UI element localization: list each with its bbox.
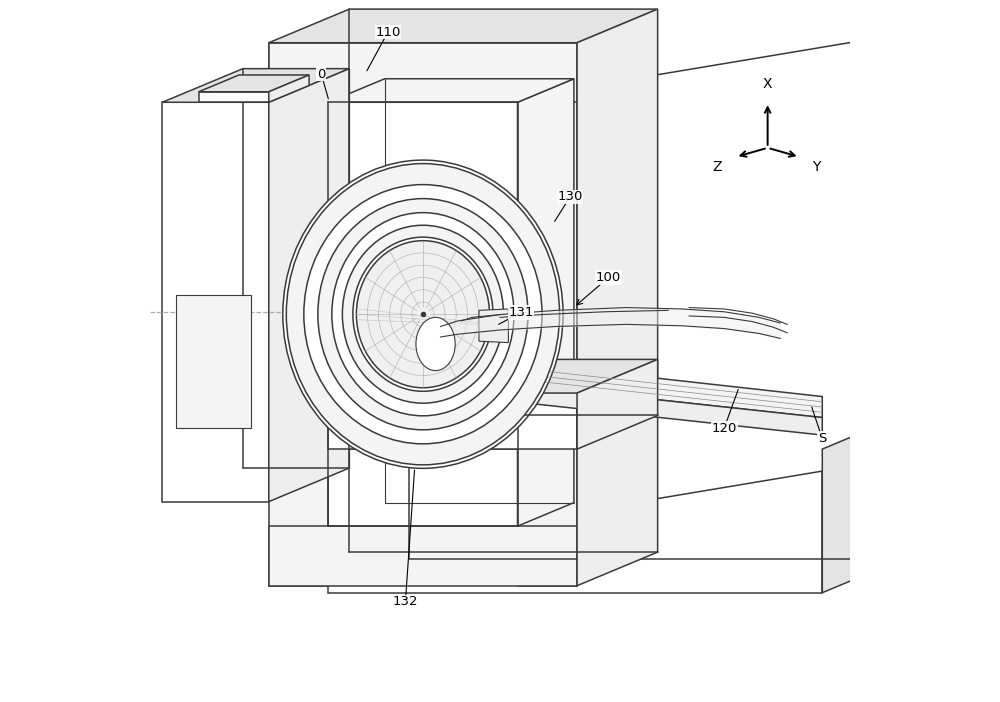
Polygon shape [199,75,309,92]
Polygon shape [360,353,459,366]
Text: S: S [818,432,826,445]
Ellipse shape [283,160,563,468]
Polygon shape [360,366,426,449]
Polygon shape [577,9,658,585]
Polygon shape [269,75,309,102]
Ellipse shape [356,241,489,388]
Polygon shape [328,449,822,592]
Polygon shape [518,79,574,526]
Ellipse shape [318,199,528,430]
Polygon shape [577,359,658,449]
Ellipse shape [332,213,514,416]
Polygon shape [328,79,574,102]
Polygon shape [349,344,822,418]
Ellipse shape [304,185,542,444]
Ellipse shape [342,225,504,403]
Polygon shape [176,295,251,428]
Polygon shape [269,43,328,585]
Text: 131: 131 [508,306,534,319]
Polygon shape [269,526,577,585]
Text: Z: Z [712,161,722,174]
Ellipse shape [353,237,493,391]
Polygon shape [162,102,269,502]
Polygon shape [328,393,577,449]
Text: X: X [763,77,772,91]
Text: 132: 132 [393,595,418,609]
Polygon shape [822,416,903,592]
Polygon shape [479,309,508,343]
Text: 130: 130 [557,190,583,204]
Polygon shape [199,92,269,102]
Text: 0: 0 [317,68,326,81]
Text: 120: 120 [712,422,737,435]
Polygon shape [328,416,903,449]
Polygon shape [269,9,658,43]
Polygon shape [269,69,349,502]
Polygon shape [518,43,577,585]
Ellipse shape [416,317,455,371]
Ellipse shape [286,164,560,465]
Polygon shape [162,69,349,102]
Text: Y: Y [812,161,820,174]
Text: 110: 110 [375,26,401,39]
Polygon shape [328,359,658,393]
Polygon shape [269,43,577,102]
Text: 100: 100 [596,271,621,284]
Polygon shape [633,41,858,503]
Polygon shape [349,366,822,435]
